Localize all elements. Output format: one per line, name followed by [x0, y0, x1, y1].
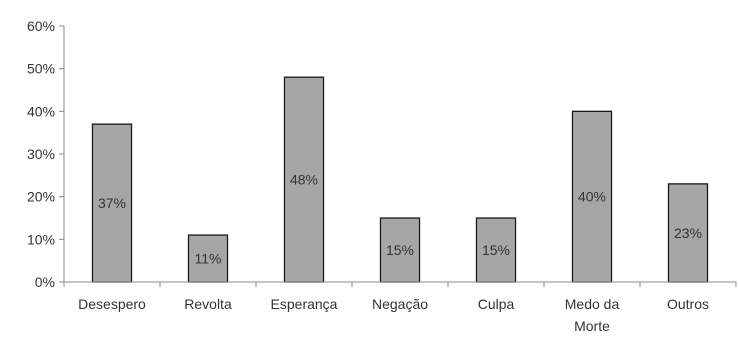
- y-tick-label: 50%: [27, 61, 55, 77]
- x-category-label: Esperança: [271, 296, 338, 312]
- x-category-label: Negação: [372, 296, 428, 312]
- bar: [667, 183, 709, 283]
- bar: [571, 110, 613, 283]
- bars-group: 37% 11% 48% 15% 15% 40% 23%: [91, 76, 709, 283]
- bar: [91, 123, 133, 283]
- bar: [475, 217, 517, 283]
- y-tick-label: 10%: [27, 231, 55, 247]
- x-category-label: Culpa: [478, 296, 515, 312]
- x-category-label: Desespero: [78, 296, 146, 312]
- bar-data-label: 15%: [482, 242, 510, 258]
- y-tick-label: 40%: [27, 103, 55, 119]
- bar-data-label: 40%: [578, 189, 606, 205]
- x-category-label: Outros: [667, 296, 709, 312]
- bar-data-label: 11%: [195, 251, 222, 267]
- y-axis: 0% 10% 20% 30% 40% 50% 60%: [27, 18, 65, 290]
- y-tick-label: 0%: [35, 274, 55, 290]
- y-tick-label: 30%: [27, 146, 55, 162]
- x-axis: Desespero Revolta Esperança Negação Culpa Med…: [63, 281, 737, 334]
- bar: [283, 76, 325, 283]
- bar-data-label: 23%: [674, 225, 702, 241]
- bar-data-label: 15%: [386, 242, 414, 258]
- x-category-label: Medo da Morte: [565, 296, 620, 334]
- bar: [379, 217, 421, 283]
- bar-data-label: 48%: [290, 172, 318, 188]
- y-tick-label: 20%: [27, 189, 55, 205]
- x-category-label: Revolta: [184, 296, 232, 312]
- y-tick-label: 60%: [27, 18, 55, 34]
- bar-data-label: 37%: [98, 195, 126, 211]
